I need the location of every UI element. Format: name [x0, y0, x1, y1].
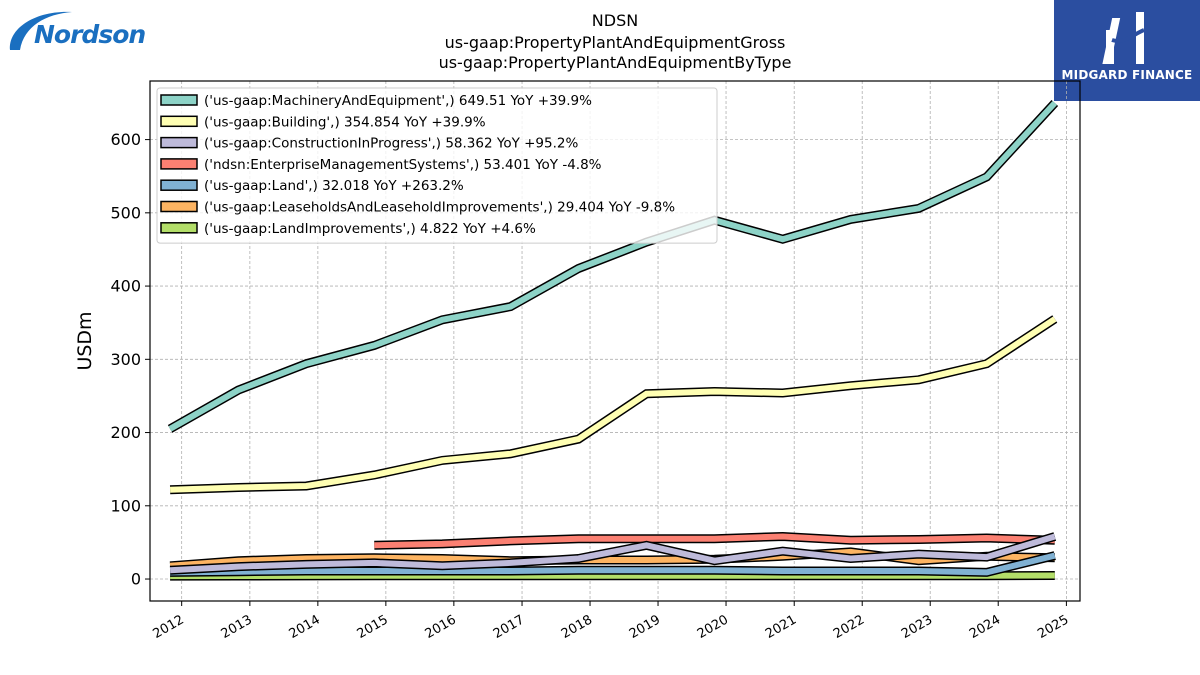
legend-item: ('us-gaap:ConstructionInProgress',) 58.3…: [160, 136, 578, 152]
chart-title: NDSN us-gaap:PropertyPlantAndEquipmentGr…: [439, 11, 792, 72]
y-axis-label: USDm: [74, 311, 96, 370]
series-line-stroke: [170, 572, 1055, 580]
chart-subtitle-line: us-gaap:PropertyPlantAndEquipmentGross: [445, 33, 786, 52]
nordson-logo-text: Nordson: [34, 20, 146, 49]
x-tick-label: 2012: [151, 612, 187, 642]
x-tick-label: 2023: [899, 612, 935, 642]
y-tick-label: 100: [110, 496, 141, 515]
x-tick-label: 2018: [559, 612, 595, 642]
legend-item: ('us-gaap:Land',) 32.018 YoY +263.2%: [160, 178, 464, 194]
nordson-logo: Nordson: [6, 6, 146, 56]
x-tick-label: 2017: [491, 612, 527, 642]
x-tick-label: 2019: [627, 612, 663, 642]
legend-item: ('us-gaap:Building',) 354.854 YoY +39.9%: [160, 114, 486, 130]
legend-item: ('us-gaap:LeaseholdsAndLeaseholdImprovem…: [160, 200, 675, 216]
y-tick-label: 300: [110, 350, 141, 369]
x-tick-label: 2016: [423, 612, 459, 642]
midgard-logo-text: MIDGARD FINANCE: [1061, 68, 1193, 82]
x-tick-label: 2022: [831, 612, 867, 642]
x-tick-label: 2025: [1035, 612, 1071, 642]
series-line: [170, 551, 1056, 577]
y-tick-label: 0: [131, 570, 141, 589]
x-tick-label: 2021: [763, 612, 799, 642]
legend-label: ('us-gaap:Land',) 32.018 YoY +263.2%: [204, 178, 464, 194]
legend-label: ('us-gaap:Building',) 354.854 YoY +39.9%: [204, 114, 486, 130]
legend-item: ('ndsn:EnterpriseManagementSystems',) 53…: [160, 157, 602, 173]
nordson-swoosh-icon: [9, 11, 72, 50]
y-axis: 0 100 200 300 400 500 600: [110, 130, 150, 589]
series-line-stroke: [170, 552, 1056, 576]
legend: ('us-gaap:MachineryAndEquipment',) 649.5…: [156, 87, 718, 244]
midgard-emblem-icon: [1102, 12, 1145, 64]
y-tick-label: 600: [110, 130, 141, 149]
y-tick-label: 400: [110, 277, 141, 296]
legend-item: ('us-gaap:LandImprovements',) 4.822 YoY …: [160, 221, 536, 237]
legend-swatch: [160, 94, 198, 106]
series-line: [170, 571, 1055, 581]
series-layer: [167, 99, 1059, 581]
series-line-stroke: [170, 316, 1057, 493]
midgard-finance-logo: MIDGARD FINANCE: [1054, 0, 1200, 101]
series-line: [167, 99, 1059, 433]
plot-frame: [149, 80, 1081, 602]
legend-swatch: [160, 158, 198, 170]
legend-swatch: [160, 179, 198, 191]
legend-swatch: [160, 222, 198, 234]
chart-subtitle-line: us-gaap:PropertyPlantAndEquipmentByType: [439, 53, 792, 72]
legend-label: ('us-gaap:LandImprovements',) 4.822 YoY …: [204, 221, 536, 237]
x-tick-label: 2015: [355, 612, 391, 642]
x-tick-label: 2014: [287, 612, 323, 642]
y-tick-label: 200: [110, 423, 141, 442]
y-tick-label: 500: [110, 203, 141, 222]
x-axis: 2012 2013 2014 2015 2016 2017 2018 2019 2020 2021…: [151, 601, 1071, 642]
series-line: [169, 315, 1058, 495]
legend-label: ('us-gaap:ConstructionInProgress',) 58.3…: [204, 136, 578, 152]
legend-swatch: [160, 136, 198, 149]
legend-swatch: [160, 115, 198, 128]
x-tick-label: 2024: [967, 612, 1003, 642]
x-tick-label: 2020: [695, 612, 731, 642]
legend-label: ('ndsn:EnterpriseManagementSystems',) 53…: [204, 157, 602, 173]
legend-label: ('us-gaap:LeaseholdsAndLeaseholdImprovem…: [204, 200, 675, 216]
series-line-stroke: [374, 533, 1055, 549]
series-line: [169, 532, 1057, 575]
legend-item: ('us-gaap:MachineryAndEquipment',) 649.5…: [160, 93, 592, 109]
series-line-stroke: [168, 100, 1058, 432]
chart-title-line: NDSN: [592, 11, 638, 30]
legend-box: [156, 87, 718, 244]
legend-label: ('us-gaap:MachineryAndEquipment',) 649.5…: [204, 93, 592, 109]
series-line-stroke: [169, 533, 1056, 574]
legend-swatch: [160, 200, 198, 213]
x-tick-label: 2013: [219, 612, 255, 642]
series-line-outline: [169, 315, 1058, 495]
series-line: [374, 531, 1055, 550]
